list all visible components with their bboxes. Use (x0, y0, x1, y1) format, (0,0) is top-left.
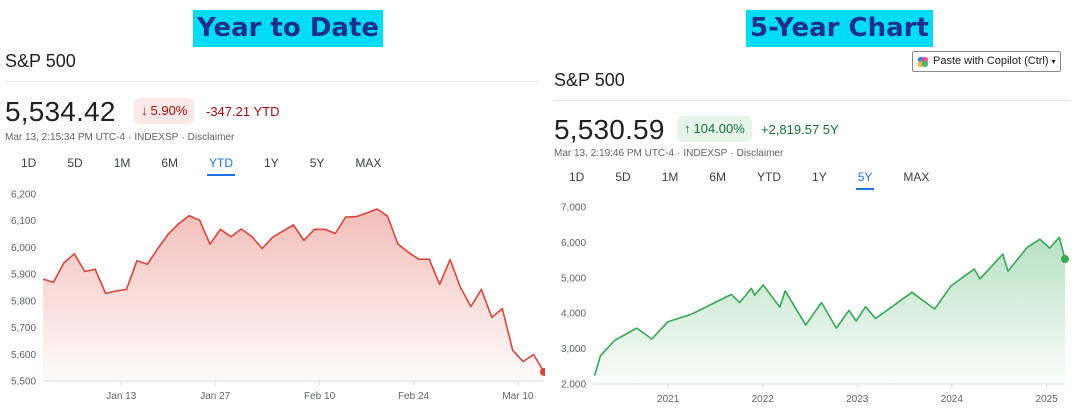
x-tick-label: 2024 (941, 394, 964, 405)
range-tab-1y[interactable]: 1Y (264, 156, 279, 170)
range-tab-1m[interactable]: 1M (113, 156, 131, 170)
range-tab-5d[interactable]: 5D (67, 156, 83, 170)
percent-change-badge: ↓ 5.90% (134, 98, 195, 124)
absolute-change: -347.21 YTD (206, 104, 280, 119)
series-area (594, 237, 1065, 384)
range-tab-1d[interactable]: 1D (569, 170, 585, 184)
five-year-panel: 5-Year Chart Paste with Copilot (Ctrl) ▾ … (549, 0, 1076, 408)
x-tick-label: 2023 (846, 394, 869, 405)
y-tick-label: 5,500 (11, 377, 36, 388)
copilot-icon (917, 56, 929, 67)
range-tab-5d[interactable]: 5D (615, 170, 631, 184)
current-price: 5,534.42 (5, 96, 116, 127)
ytd-banner-title: Year to Date (193, 10, 384, 47)
range-tab-5y[interactable]: 5Y (855, 170, 875, 190)
y-tick-label: 7,000 (561, 203, 586, 214)
series-line (42, 208, 545, 373)
paste-with-copilot-button[interactable]: Paste with Copilot (Ctrl) ▾ (912, 51, 1061, 72)
range-tab-max[interactable]: MAX (903, 170, 930, 184)
y-tick-label: 2,000 (561, 380, 586, 391)
x-tick-label: 2022 (752, 394, 775, 405)
series-line (593, 236, 1066, 376)
x-tick-label: 2021 (657, 394, 680, 405)
y-tick-label: 6,200 (11, 190, 36, 201)
y-tick-label: 5,800 (11, 296, 36, 307)
range-tab-ytd[interactable]: YTD (207, 156, 236, 176)
ytd-price-chart: 6,200 6,100 6,000 5,900 5,800 5,700 5,600 5,500… (11, 190, 545, 402)
divider (5, 81, 539, 82)
y-tick-label: 6,000 (11, 243, 36, 254)
range-tab-6m[interactable]: 6M (161, 156, 179, 170)
separator: · (677, 148, 681, 159)
y-tick-label: 6,100 (11, 216, 36, 227)
arrow-up-icon: ↑ (684, 121, 691, 136)
paste-button-label: Paste with Copilot (Ctrl) (933, 55, 1049, 67)
range-tabs: 1D 5D 1M 6M YTD 1Y 5Y MAX (19, 156, 410, 176)
dropdown-caret-icon: ▾ (1051, 57, 1056, 66)
range-tabs: 1D 5D 1M 6M YTD 1Y 5Y MAX (567, 170, 958, 190)
exchange-code: INDEXSP (683, 148, 728, 159)
x-tick-label: Mar 10 (502, 391, 534, 402)
last-point-marker (540, 367, 545, 376)
range-tab-1m[interactable]: 1M (661, 170, 679, 184)
range-tab-max[interactable]: MAX (355, 156, 382, 170)
range-tab-6m[interactable]: 6M (709, 170, 727, 184)
y-tick-label: 6,000 (561, 238, 586, 249)
quote-meta: Mar 13, 2:19:46 PM UTC-4 · INDEXSP · Disclai… (554, 148, 783, 159)
percent-change: 5.90% (150, 103, 188, 118)
disclaimer-link[interactable]: Disclaimer (187, 132, 235, 143)
y-tick-label: 5,900 (11, 270, 36, 281)
exchange-code: INDEXSP (134, 132, 179, 143)
five-year-banner-title: 5-Year Chart (746, 10, 933, 47)
timestamp: Mar 13, 2:19:46 PM UTC-4 (554, 148, 675, 159)
range-tab-5y[interactable]: 5Y (309, 156, 325, 170)
last-point-marker (1061, 255, 1069, 264)
separator: · (181, 132, 185, 143)
percent-change-badge: ↑ 104.00% (677, 116, 752, 142)
x-tick-label: Jan 27 (200, 391, 230, 402)
timestamp: Mar 13, 2:15:34 PM UTC-4 (5, 132, 126, 143)
x-tick-label: Feb 10 (304, 391, 336, 402)
y-tick-label: 4,000 (561, 309, 586, 320)
arrow-down-icon: ↓ (141, 103, 148, 118)
index-name: S&P 500 (554, 70, 625, 90)
index-name: S&P 500 (5, 51, 76, 71)
x-tick-label: Jan 13 (106, 391, 136, 402)
ytd-panel: Year to Date S&P 500 5,534.42 ↓ 5.90% -34… (5, 10, 545, 402)
range-tab-ytd[interactable]: YTD (757, 170, 782, 184)
series-area (43, 209, 544, 381)
separator: · (128, 132, 132, 143)
current-price: 5,530.59 (554, 114, 665, 145)
absolute-change: +2,819.57 5Y (761, 122, 839, 137)
range-tab-1d[interactable]: 1D (21, 156, 37, 170)
y-tick-label: 5,600 (11, 350, 36, 361)
disclaimer-link[interactable]: Disclaimer (736, 148, 784, 159)
quote-meta: Mar 13, 2:15:34 PM UTC-4 · INDEXSP · Disclai… (5, 132, 234, 143)
y-tick-label: 3,000 (561, 344, 586, 355)
percent-change: 104.00% (693, 121, 745, 136)
x-tick-label: 2025 (1035, 394, 1058, 405)
x-tick-label: Feb 24 (398, 391, 430, 402)
divider (554, 100, 1070, 101)
five-year-price-chart: 7,000 6,000 5,000 4,000 3,000 2,000 2021 2022 20… (561, 203, 1069, 405)
y-tick-label: 5,700 (11, 323, 36, 334)
y-tick-label: 5,000 (561, 273, 586, 284)
range-tab-1y[interactable]: 1Y (812, 170, 827, 184)
separator: · (730, 148, 734, 159)
